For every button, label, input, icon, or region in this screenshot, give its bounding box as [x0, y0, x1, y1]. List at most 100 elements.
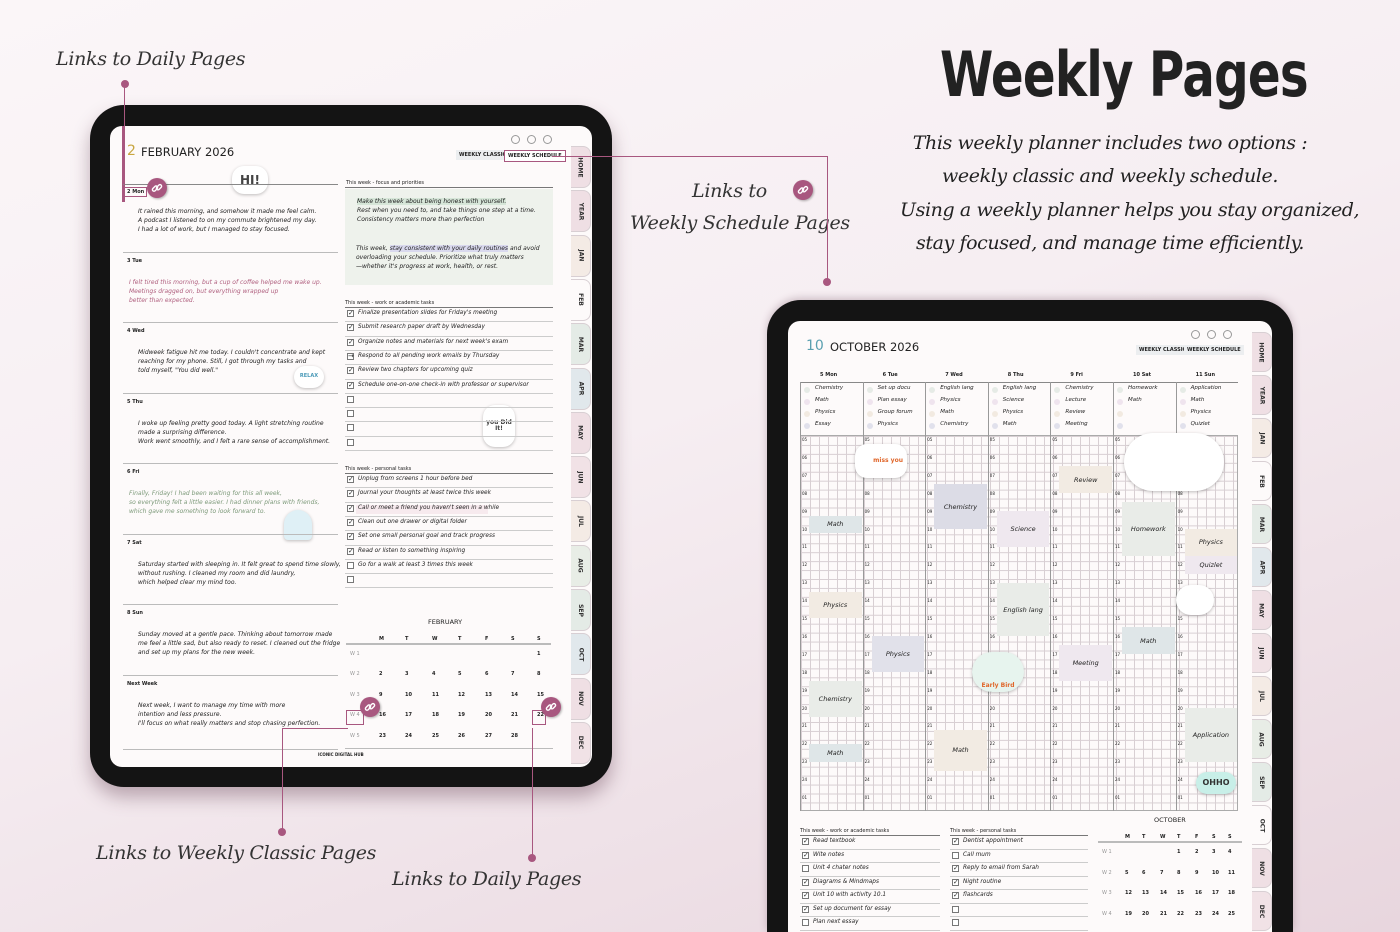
tab-jul[interactable]: JUL	[1252, 676, 1272, 716]
todo-dot[interactable]	[804, 411, 810, 417]
calendar-day[interactable]: 2	[1195, 849, 1199, 855]
task-checkbox[interactable]	[347, 438, 354, 446]
day-header[interactable]: 8 Thu	[1007, 372, 1024, 378]
tab-apr[interactable]: APR	[571, 367, 591, 410]
todo-dot[interactable]	[929, 387, 936, 393]
calendar-day[interactable]: 22	[1177, 911, 1184, 918]
tab-dec[interactable]: DEC	[1252, 891, 1272, 931]
weekly-classic-button[interactable]: WEEKLY CLASSIC	[1136, 345, 1190, 355]
calendar-day[interactable]: 18	[1228, 890, 1235, 897]
todo-dot[interactable]	[1054, 411, 1061, 417]
schedule-event[interactable]: Meeting	[1059, 645, 1112, 682]
day-link[interactable]: 3 Tue	[127, 257, 143, 264]
schedule-event[interactable]: Application	[1184, 707, 1238, 762]
task-checkbox[interactable]	[347, 410, 354, 418]
calendar-day[interactable]: 8	[537, 671, 541, 678]
task-checkbox[interactable]	[952, 919, 959, 926]
globe-icon[interactable]	[1207, 330, 1216, 339]
weekly-classic-button[interactable]: WEEKLY CLASSIC	[456, 150, 510, 160]
calendar-day[interactable]: 25	[1228, 911, 1235, 918]
calendar-day[interactable]: 17	[405, 712, 412, 719]
tab-may[interactable]: MAY	[571, 411, 591, 454]
calendar-day[interactable]: 16	[379, 712, 386, 719]
todo-dot[interactable]	[1117, 411, 1123, 417]
task-checkbox[interactable]: ✓	[952, 837, 959, 845]
todo-dot[interactable]	[1054, 387, 1061, 393]
day-link[interactable]: 7 Sat	[127, 539, 142, 546]
schedule-event[interactable]: Quizlet	[1184, 555, 1238, 574]
calendar-day[interactable]: 16	[1195, 890, 1202, 897]
task-checkbox[interactable]	[347, 395, 354, 403]
calendar-week-link[interactable]: W 4	[350, 712, 360, 719]
task-checkbox[interactable]: ✓	[952, 877, 959, 886]
todo-dot[interactable]	[1117, 387, 1123, 393]
calendar-week-link[interactable]: W 3	[350, 691, 360, 698]
tab-feb[interactable]: FEB	[571, 278, 591, 321]
todo-dot[interactable]	[929, 399, 936, 405]
task-checkbox[interactable]: ✓	[347, 489, 354, 498]
home-icon[interactable]	[1191, 330, 1200, 339]
globe-icon[interactable]	[527, 135, 536, 144]
calendar-day[interactable]: 2	[379, 671, 383, 678]
tab-year[interactable]: YEAR	[571, 190, 591, 233]
todo-dot[interactable]	[866, 387, 873, 393]
tab-apr[interactable]: APR	[1252, 547, 1272, 587]
day-link[interactable]: 4 Wed	[127, 328, 145, 334]
calendar-day[interactable]: 9	[379, 691, 383, 698]
schedule-event[interactable]: Physics	[809, 591, 862, 619]
calendar-week-link[interactable]: W 2	[1102, 869, 1112, 876]
calendar-day[interactable]: 21	[511, 712, 518, 719]
calendar-day[interactable]: 27	[485, 732, 492, 739]
todo-dot[interactable]	[1054, 399, 1061, 405]
todo-dot[interactable]	[1179, 423, 1186, 429]
calendar-day[interactable]: 9	[1195, 869, 1199, 876]
calendar-day[interactable]: 15	[1177, 890, 1184, 897]
daily-page-link-icon[interactable]	[147, 178, 167, 198]
task-checkbox[interactable]: ✓	[952, 864, 959, 872]
calendar-day[interactable]: 1	[1177, 849, 1181, 855]
day-header[interactable]: 9 Fri	[1070, 372, 1083, 378]
todo-dot[interactable]	[866, 399, 873, 405]
calendar-day[interactable]: 25	[432, 732, 439, 739]
calendar-day[interactable]: 22	[537, 712, 544, 719]
tab-sep[interactable]: SEP	[571, 589, 591, 631]
todo-dot[interactable]	[929, 423, 936, 429]
tab-aug[interactable]: AUG	[571, 544, 591, 587]
calendar-week-link[interactable]: W 1	[1102, 849, 1112, 855]
home-icon[interactable]	[511, 135, 520, 144]
day-header[interactable]: 6 Tue	[882, 372, 898, 378]
calendar-day[interactable]: 24	[1212, 911, 1219, 918]
task-checkbox[interactable]	[802, 919, 809, 926]
tab-jun[interactable]: JUN	[1252, 633, 1272, 673]
calendar-day[interactable]: 10	[1212, 869, 1219, 876]
task-checkbox[interactable]: →	[347, 351, 354, 360]
calendar-day[interactable]: 17	[1212, 890, 1219, 897]
day-header[interactable]: 10 Sat	[1133, 372, 1152, 378]
task-checkbox[interactable]: ✓	[802, 837, 809, 845]
task-checkbox[interactable]	[802, 865, 809, 872]
calendar-day[interactable]: 28	[511, 732, 518, 739]
schedule-event[interactable]: Math	[934, 730, 987, 771]
tab-home[interactable]: HOME	[1252, 332, 1272, 372]
calendar-week-link[interactable]: W 5	[350, 732, 360, 739]
calendar-day[interactable]: 3	[405, 671, 409, 678]
schedule-event[interactable]: Chemistry	[934, 484, 987, 529]
task-checkbox[interactable]: ✓	[347, 380, 354, 389]
todo-dot[interactable]	[1179, 399, 1186, 405]
schedule-event[interactable]: Math	[1122, 627, 1175, 655]
calendar-day[interactable]: 13	[1142, 890, 1149, 897]
tab-year[interactable]: YEAR	[1252, 375, 1272, 415]
day-link[interactable]: 5 Thu	[127, 398, 143, 405]
day-header[interactable]: 5 Mon	[820, 372, 838, 378]
task-checkbox[interactable]	[952, 905, 959, 913]
task-checkbox[interactable]: ✓	[952, 891, 959, 899]
tab-nov[interactable]: NOV	[571, 677, 591, 720]
task-checkbox[interactable]: ✓	[802, 891, 809, 899]
calendar-day[interactable]: 1	[537, 651, 541, 657]
calendar-day[interactable]: 11	[1228, 869, 1235, 876]
schedule-event[interactable]: English lang	[996, 582, 1050, 637]
task-checkbox[interactable]	[347, 424, 354, 432]
daily-page-link-icon[interactable]	[541, 697, 561, 717]
task-checkbox[interactable]: ✓	[347, 475, 354, 483]
todo-dot[interactable]	[991, 411, 998, 417]
